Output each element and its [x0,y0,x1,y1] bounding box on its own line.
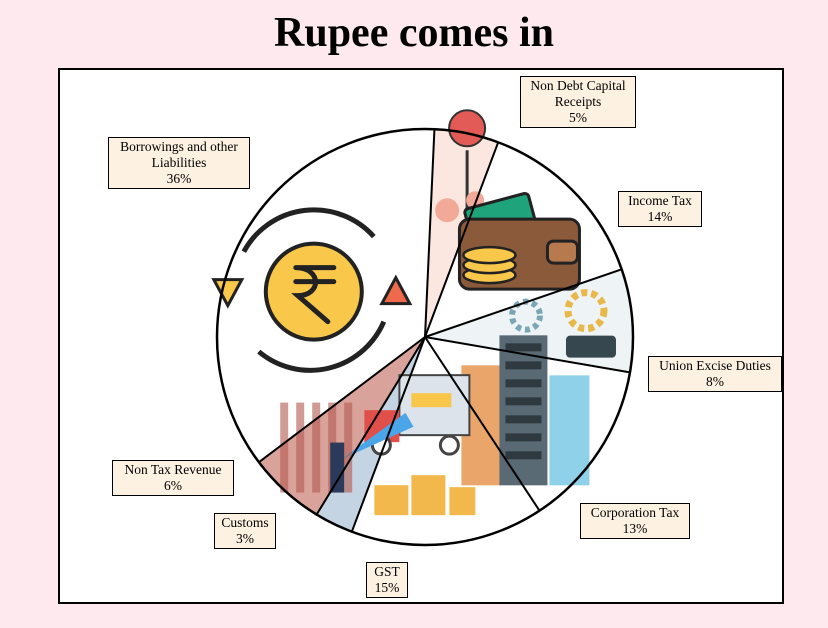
bid-icon [435,109,487,223]
slice-label-text: Union Excise Duties [659,358,771,373]
slice-value-text: 13% [622,521,648,536]
rupee-cycle-icon [211,207,413,373]
slice-divider [424,336,541,512]
wallet-icon [457,191,581,291]
pie-dividers [258,129,631,533]
label-borrowings-and-other-liabilities: Borrowings and other Liabilities 36% [108,137,250,189]
slice-label-text: Non Tax Revenue [124,462,222,477]
slice-divider [315,336,426,516]
slice-label-text: GST [374,564,400,579]
curtain-icon [280,402,353,493]
slice-label-text: Income Tax [628,193,692,208]
label-customs: Customs 3% [214,513,276,549]
label-non-tax-revenue: Non Tax Revenue 6% [112,460,234,496]
slice-divider [424,141,500,338]
slice-value-text: 14% [647,209,673,224]
title-bar: Rupee comes in [0,0,828,66]
plane-icon [340,412,414,460]
slice-divider [424,268,622,338]
slice-value-text: 15% [374,580,400,595]
slice-divider [424,129,436,338]
label-corporation-tax: Corporation Tax 13% [580,503,690,539]
chart-title: Rupee comes in [274,10,554,56]
slice-value-text: 36% [166,171,192,186]
slice-divider [424,336,631,374]
bottom-strip [0,606,828,628]
slice-value-text: 8% [706,374,724,389]
label-income-tax: Income Tax 14% [618,191,702,227]
label-gst: GST 15% [366,562,408,598]
pie-outline [215,127,635,547]
slice-label-text: Corporation Tax [590,505,680,520]
slice-label-text: Customs [221,515,269,530]
pie-icons [211,109,616,516]
slice-divider [258,336,426,463]
slice-value-text: 5% [569,110,587,125]
slice-label-text: Borrowings and other Liabilities [120,139,238,170]
slice-divider [350,336,426,533]
label-union-excise-duties: Union Excise Duties 8% [648,356,782,392]
slice-label-text: Non Debt Capital Receipts [530,78,626,109]
label-non-debt-capital-receipts: Non Debt Capital Receipts 5% [520,76,636,128]
slice-value-text: 3% [236,531,254,546]
slice-value-text: 6% [164,478,182,493]
